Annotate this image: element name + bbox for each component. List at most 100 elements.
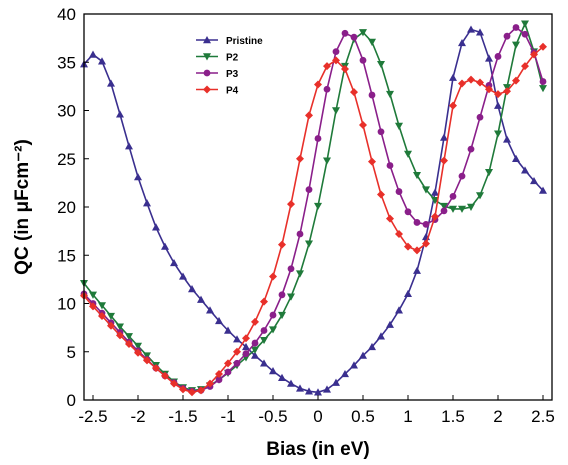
legend-label: Pristine bbox=[226, 36, 263, 47]
data-point-p4 bbox=[215, 369, 223, 378]
data-point-p4 bbox=[539, 42, 547, 51]
data-point-p4 bbox=[161, 371, 169, 380]
x-tick-label: -1 bbox=[220, 407, 235, 426]
data-point-p2 bbox=[395, 122, 403, 130]
series-p2 bbox=[80, 20, 547, 395]
legend-label: P2 bbox=[226, 53, 239, 64]
data-point-p3 bbox=[395, 188, 403, 195]
data-point-p2 bbox=[89, 291, 97, 299]
data-point-p4 bbox=[260, 297, 268, 306]
data-point-pristine bbox=[170, 258, 178, 267]
data-point-p2 bbox=[143, 352, 151, 360]
data-point-pristine bbox=[368, 342, 376, 351]
data-point-p4 bbox=[224, 359, 232, 368]
data-point-p2 bbox=[251, 346, 259, 354]
data-point-p3 bbox=[233, 359, 241, 367]
data-point-p3 bbox=[323, 85, 331, 93]
y-tick-label: 25 bbox=[57, 150, 76, 169]
data-point-p2 bbox=[278, 311, 286, 320]
data-point-p2 bbox=[260, 336, 268, 345]
data-point-pristine bbox=[413, 266, 421, 274]
data-point-p3 bbox=[512, 24, 520, 31]
x-tick-label: 2 bbox=[493, 407, 502, 426]
data-point-p4 bbox=[386, 214, 394, 223]
data-point-p4 bbox=[413, 246, 421, 255]
data-point-p4 bbox=[458, 79, 466, 88]
data-point-p2 bbox=[296, 270, 304, 278]
data-point-p2 bbox=[134, 342, 142, 350]
legend-marker bbox=[203, 69, 211, 77]
data-point-p4 bbox=[404, 242, 412, 251]
data-point-p2 bbox=[116, 323, 124, 331]
data-point-p2 bbox=[413, 171, 421, 180]
data-point-p4 bbox=[233, 347, 241, 356]
data-point-p4 bbox=[305, 111, 313, 120]
data-point-p4 bbox=[287, 200, 295, 209]
data-point-p3 bbox=[350, 33, 358, 41]
data-point-pristine bbox=[494, 101, 502, 109]
data-point-pristine bbox=[530, 176, 538, 185]
y-tick-label: 40 bbox=[57, 5, 76, 24]
data-point-p4 bbox=[89, 302, 97, 311]
data-point-pristine bbox=[449, 73, 457, 81]
data-point-pristine bbox=[269, 367, 277, 375]
y-axis-title: QC (in μFcm⁻²) bbox=[12, 139, 33, 275]
data-point-pristine bbox=[152, 223, 160, 231]
data-point-p2 bbox=[449, 205, 457, 213]
data-point-pristine bbox=[485, 54, 493, 62]
data-point-pristine bbox=[350, 361, 358, 369]
data-point-p4 bbox=[431, 212, 439, 221]
data-point-p2 bbox=[494, 130, 502, 138]
data-point-pristine bbox=[125, 142, 133, 150]
x-tick-label: 0.5 bbox=[351, 407, 375, 426]
data-point-pristine bbox=[395, 306, 403, 314]
data-point-p4 bbox=[332, 56, 340, 65]
x-tick-label: 1 bbox=[403, 407, 412, 426]
data-point-p4 bbox=[188, 388, 196, 397]
data-point-p4 bbox=[170, 379, 178, 388]
data-point-pristine bbox=[377, 332, 385, 340]
data-point-pristine bbox=[215, 316, 223, 325]
data-point-p3 bbox=[278, 291, 286, 299]
data-point-pristine bbox=[314, 388, 322, 396]
data-point-pristine bbox=[179, 272, 187, 280]
data-point-p2 bbox=[125, 333, 133, 341]
data-point-p3 bbox=[521, 30, 529, 38]
data-point-p3 bbox=[341, 29, 349, 37]
data-point-p3 bbox=[449, 192, 457, 200]
legend-entry-pristine: Pristine bbox=[196, 36, 263, 47]
data-point-pristine bbox=[260, 359, 268, 367]
y-tick-label: 15 bbox=[57, 246, 76, 265]
data-point-p2 bbox=[368, 38, 376, 46]
data-point-p4 bbox=[206, 379, 214, 388]
data-point-p4 bbox=[503, 87, 511, 96]
data-point-p3 bbox=[287, 265, 295, 273]
data-point-p2 bbox=[458, 205, 466, 213]
data-point-pristine bbox=[233, 335, 241, 343]
data-point-p4 bbox=[296, 154, 304, 163]
data-point-p4 bbox=[269, 272, 277, 281]
data-point-p3 bbox=[377, 128, 385, 136]
data-point-pristine bbox=[431, 188, 439, 196]
data-point-pristine bbox=[224, 326, 232, 334]
y-tick-label: 5 bbox=[67, 343, 76, 362]
series-line-p3 bbox=[83, 26, 544, 393]
data-point-p4 bbox=[395, 230, 403, 239]
data-point-p4 bbox=[377, 190, 385, 199]
data-point-p3 bbox=[242, 350, 250, 358]
data-point-p4 bbox=[530, 50, 538, 59]
data-point-p3 bbox=[458, 172, 466, 180]
data-point-p2 bbox=[269, 326, 277, 334]
data-point-p4 bbox=[368, 157, 376, 166]
data-point-p2 bbox=[467, 203, 475, 211]
data-point-p3 bbox=[539, 78, 547, 85]
legend-marker bbox=[203, 53, 211, 61]
data-point-p3 bbox=[251, 339, 259, 347]
data-point-pristine bbox=[188, 285, 196, 293]
data-point-p3 bbox=[440, 207, 448, 215]
data-point-p3 bbox=[467, 145, 475, 153]
data-point-pristine bbox=[251, 351, 259, 359]
data-point-p4 bbox=[440, 156, 448, 165]
data-point-pristine bbox=[134, 173, 142, 181]
data-point-pristine bbox=[503, 135, 511, 143]
